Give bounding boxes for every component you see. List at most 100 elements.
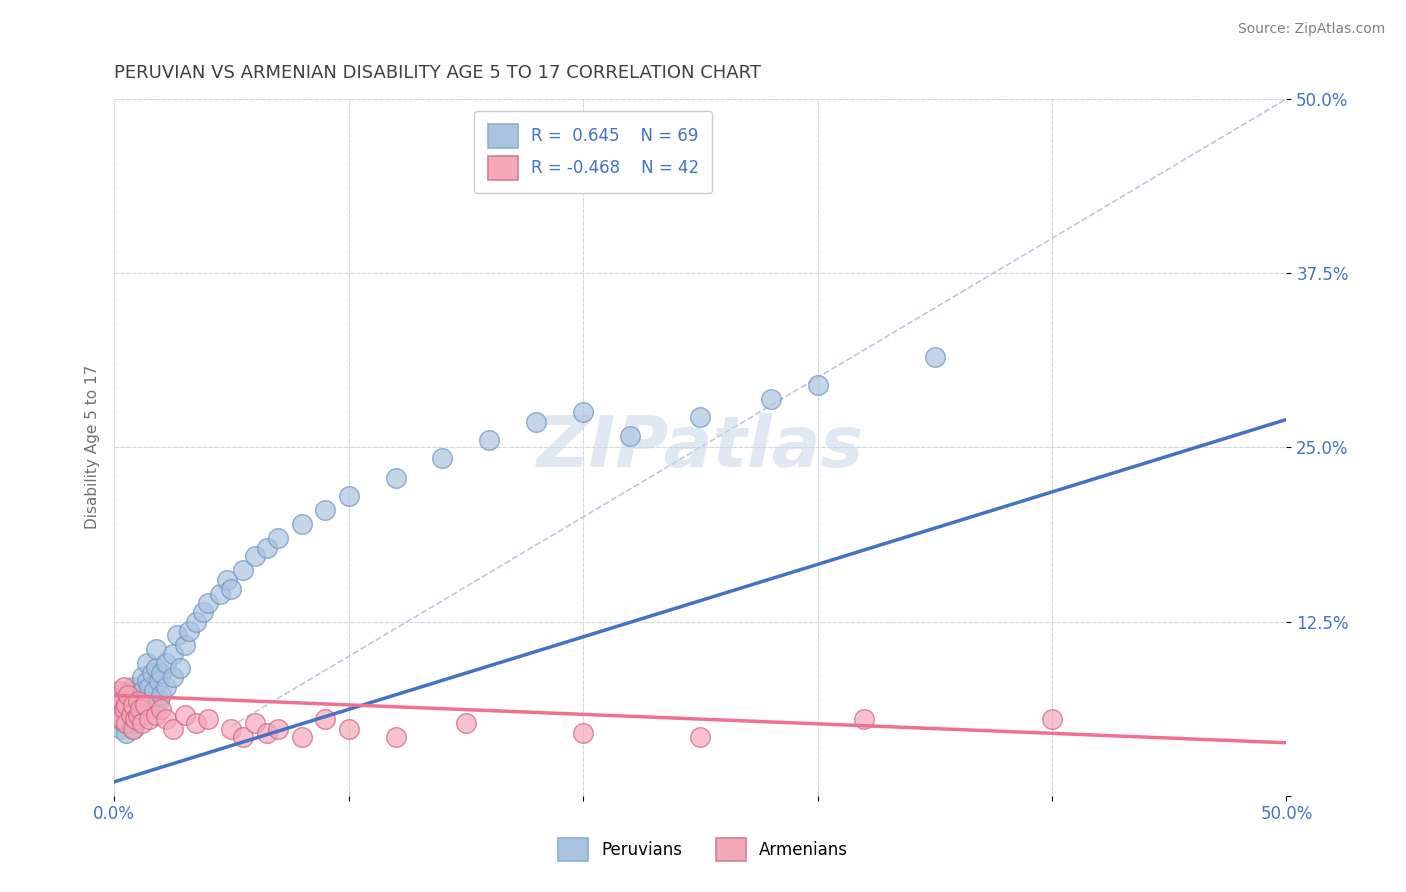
Point bbox=[155, 657, 177, 671]
Point bbox=[127, 689, 149, 703]
Point bbox=[120, 712, 142, 726]
Point bbox=[131, 716, 153, 731]
Point bbox=[124, 712, 146, 726]
Point bbox=[337, 489, 360, 503]
Point bbox=[186, 716, 208, 731]
Point bbox=[243, 549, 266, 563]
Point bbox=[110, 689, 132, 703]
Point bbox=[689, 409, 711, 424]
Point bbox=[122, 680, 145, 694]
Point bbox=[120, 694, 142, 708]
Point bbox=[122, 722, 145, 736]
Point bbox=[150, 689, 173, 703]
Point bbox=[689, 730, 711, 744]
Point bbox=[179, 624, 201, 639]
Point bbox=[138, 698, 160, 713]
Point bbox=[853, 712, 876, 726]
Point bbox=[131, 684, 153, 698]
Point bbox=[145, 660, 167, 674]
Point bbox=[215, 573, 238, 587]
Point bbox=[117, 689, 139, 703]
Point bbox=[138, 680, 160, 694]
Point bbox=[478, 434, 501, 448]
Point bbox=[117, 702, 139, 716]
Point bbox=[136, 674, 159, 689]
Point bbox=[115, 716, 138, 731]
Point bbox=[572, 726, 595, 740]
Point bbox=[384, 471, 406, 485]
Point bbox=[232, 563, 254, 577]
Text: PERUVIAN VS ARMENIAN DISABILITY AGE 5 TO 17 CORRELATION CHART: PERUVIAN VS ARMENIAN DISABILITY AGE 5 TO… bbox=[114, 64, 761, 82]
Point bbox=[432, 451, 454, 466]
Point bbox=[173, 638, 195, 652]
Point bbox=[141, 666, 163, 681]
Point bbox=[221, 582, 243, 597]
Point bbox=[619, 429, 641, 443]
Point bbox=[105, 707, 128, 722]
Point bbox=[129, 702, 152, 716]
Point bbox=[150, 702, 173, 716]
Point bbox=[291, 516, 314, 531]
Point bbox=[162, 647, 184, 661]
Point bbox=[143, 684, 166, 698]
Point bbox=[105, 689, 128, 703]
Point bbox=[256, 541, 278, 555]
Legend: R =  0.645    N = 69, R = -0.468    N = 42: R = 0.645 N = 69, R = -0.468 N = 42 bbox=[474, 111, 713, 193]
Point bbox=[148, 674, 170, 689]
Point bbox=[110, 694, 132, 708]
Point bbox=[162, 722, 184, 736]
Point bbox=[314, 712, 336, 726]
Point bbox=[108, 684, 131, 698]
Point bbox=[145, 642, 167, 657]
Point bbox=[197, 712, 219, 726]
Point bbox=[524, 415, 547, 429]
Point bbox=[143, 702, 166, 716]
Point bbox=[197, 596, 219, 610]
Point bbox=[105, 698, 128, 713]
Point bbox=[127, 694, 149, 708]
Point bbox=[120, 707, 142, 722]
Point bbox=[115, 707, 138, 722]
Point bbox=[134, 707, 156, 722]
Point bbox=[924, 350, 946, 364]
Point bbox=[124, 698, 146, 713]
Point bbox=[155, 712, 177, 726]
Point bbox=[117, 684, 139, 698]
Point bbox=[112, 698, 135, 713]
Point bbox=[124, 716, 146, 731]
Point bbox=[243, 716, 266, 731]
Point bbox=[131, 670, 153, 684]
Point bbox=[138, 712, 160, 726]
Point bbox=[115, 698, 138, 713]
Point bbox=[134, 694, 156, 708]
Point bbox=[806, 377, 828, 392]
Point bbox=[221, 722, 243, 736]
Point bbox=[186, 615, 208, 629]
Point bbox=[208, 587, 231, 601]
Point bbox=[193, 605, 215, 619]
Point bbox=[256, 726, 278, 740]
Point bbox=[267, 531, 290, 545]
Point bbox=[572, 405, 595, 419]
Point bbox=[162, 670, 184, 684]
Point bbox=[150, 666, 173, 681]
Point bbox=[108, 707, 131, 722]
Point bbox=[169, 660, 191, 674]
Point bbox=[314, 503, 336, 517]
Point bbox=[166, 628, 188, 642]
Legend: Peruvians, Armenians: Peruvians, Armenians bbox=[544, 824, 862, 875]
Point bbox=[112, 716, 135, 731]
Point bbox=[155, 680, 177, 694]
Text: ZIPatlas: ZIPatlas bbox=[537, 413, 865, 482]
Point bbox=[267, 722, 290, 736]
Y-axis label: Disability Age 5 to 17: Disability Age 5 to 17 bbox=[86, 365, 100, 530]
Point bbox=[115, 726, 138, 740]
Point bbox=[108, 712, 131, 726]
Point bbox=[454, 716, 477, 731]
Point bbox=[148, 694, 170, 708]
Point bbox=[122, 722, 145, 736]
Point bbox=[1040, 712, 1063, 726]
Point bbox=[759, 392, 782, 406]
Point bbox=[384, 730, 406, 744]
Point bbox=[127, 707, 149, 722]
